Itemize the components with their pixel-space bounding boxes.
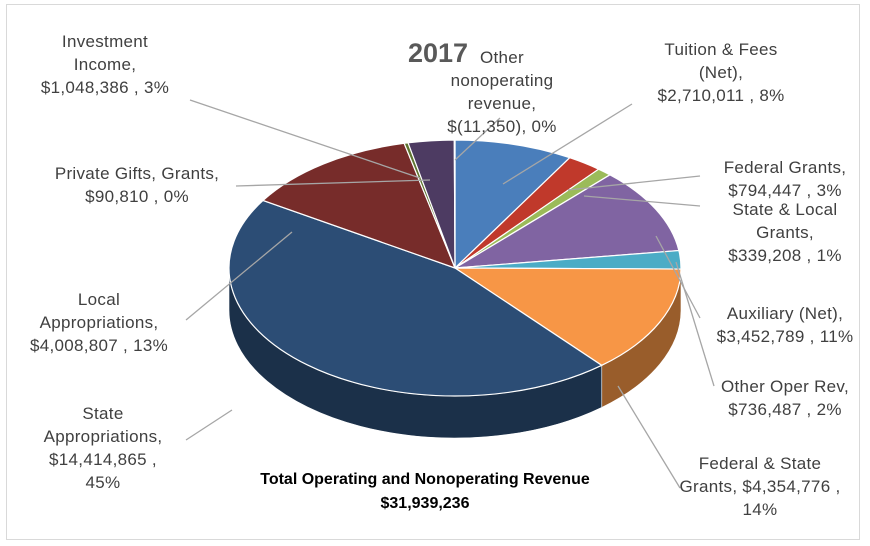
label-auxiliary: Auxiliary (Net), $3,452,789 , 11%: [716, 304, 854, 346]
label-investment-income: Investment Income, $1,048,386 , 3%: [40, 32, 170, 97]
total-caption: Total Operating and Nonoperating Revenue…: [260, 471, 590, 512]
pie-slice-3: [454, 174, 680, 269]
leader-line-7: [185, 231, 293, 321]
pie-slice-7: [261, 142, 457, 270]
leader-line-5: [617, 385, 681, 489]
chart-title: 2017: [408, 38, 469, 68]
leader-line-4: [675, 261, 715, 387]
pie-slice-6: [228, 199, 603, 397]
label-federal-state-grants: Federal & State Grants, $4,354,776 , 14%: [679, 454, 841, 519]
leader-line-8: [235, 179, 431, 187]
leader-line-6: [185, 409, 233, 441]
label-state-appropriations: State Appropriations, $14,414,865 , 45%: [43, 404, 163, 492]
pie-slice-10: [453, 139, 456, 269]
leader-line-9: [189, 99, 421, 179]
label-local-appropriations: Local Appropriations, $4,008,807 , 13%: [29, 290, 169, 355]
label-federal-grants: Federal Grants, $794,447 , 3%: [723, 158, 847, 200]
pie-slice-0: [454, 139, 571, 270]
pie-slice-5: [452, 267, 682, 367]
label-other-oper-rev: Other Oper Rev, $736,487 , 2%: [721, 377, 849, 419]
leader-line-2: [583, 195, 701, 207]
label-other-nonoperating: Other nonoperating revenue, $(11,350), 0%: [447, 48, 557, 136]
label-private-gifts: Private Gifts, Grants, $90,810 , 0%: [54, 164, 220, 206]
leader-line-1: [567, 175, 701, 191]
leader-line-3: [655, 235, 701, 319]
label-state-local-grants: State & Local Grants, $339,208 , 1%: [728, 200, 842, 265]
leader-line-10: [454, 117, 501, 161]
leader-line-0: [502, 103, 633, 185]
label-tuition-fees: Tuition & Fees (Net), $2,710,011 , 8%: [657, 40, 785, 105]
